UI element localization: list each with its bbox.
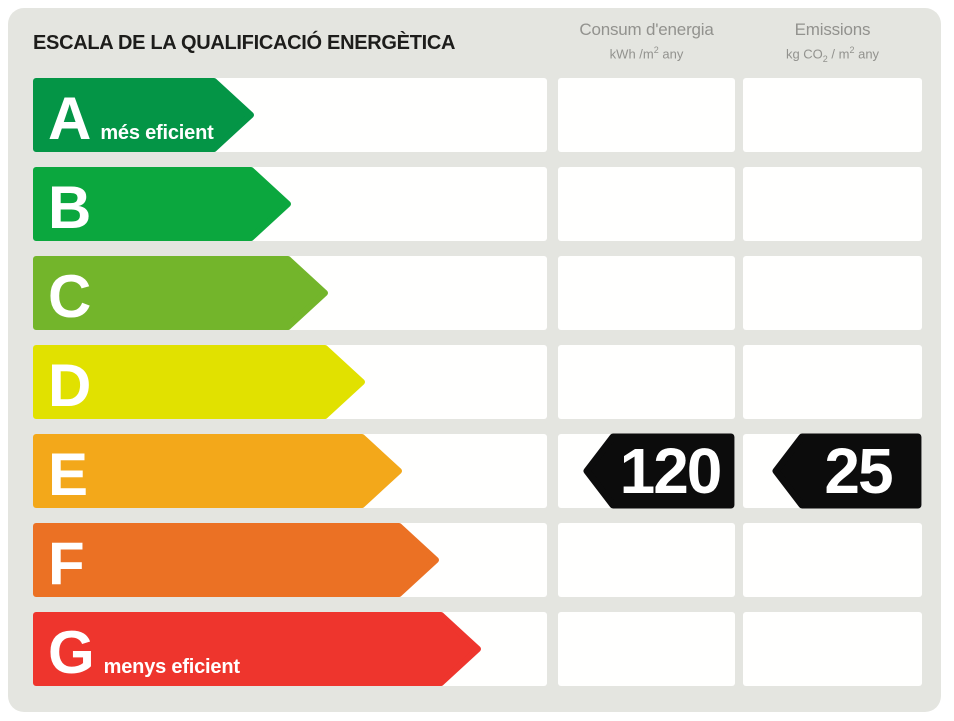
emissions-value-arrow: 25 (772, 433, 922, 509)
scale-band: B (33, 167, 547, 241)
rating-row: C (33, 256, 922, 330)
scale-band: E (33, 434, 547, 508)
consum-unit-sup: 2 (653, 45, 659, 55)
rating-row: E 120 25 (33, 433, 922, 509)
emissions-cell (743, 612, 922, 686)
consum-column-header: Consum d'energia kWh /m2 any (558, 20, 735, 61)
rating-arrow-shape (33, 434, 402, 508)
rating-arrow: F (33, 523, 440, 597)
rating-letter: E (48, 441, 89, 508)
emissions-cell: 25 (743, 433, 922, 509)
rating-letter: D (48, 352, 92, 419)
rating-arrow-shape (33, 256, 328, 330)
rating-arrow-shape (33, 345, 365, 419)
rating-letter: C (48, 263, 92, 330)
rating-arrow-text: B (33, 167, 292, 241)
rating-row: F (33, 523, 922, 597)
emissions-unit-mid: / m (827, 46, 850, 62)
consum-value-arrow-value: 120 (619, 435, 723, 507)
consum-unit-suffix: any (658, 46, 684, 62)
rating-arrow-text: C (33, 256, 329, 330)
emissions-value-arrow-shape (772, 433, 922, 509)
rating-row: D (33, 345, 922, 419)
rating-row: B (33, 167, 922, 241)
consum-cell (558, 612, 735, 686)
rating-note: més eficient (100, 122, 214, 144)
rating-arrow-text: D (33, 345, 366, 419)
emissions-column-unit: kg CO2 / m2 any (743, 45, 922, 64)
rating-arrow-text: F (33, 523, 440, 597)
consum-column-unit: kWh /m2 any (558, 45, 735, 61)
rating-arrow: E (33, 434, 403, 508)
emissions-column-label: Emissions (794, 20, 871, 39)
consum-value-arrow: 120 (583, 433, 735, 509)
rating-letter: F (48, 530, 85, 597)
rating-arrow: G menys eficient (33, 612, 482, 686)
consum-cell (558, 256, 735, 330)
page-title: ESCALA DE LA QUALIFICACIÓ ENERGÈTICA (33, 32, 456, 54)
emissions-cell (743, 345, 922, 419)
energy-label-panel: ESCALA DE LA QUALIFICACIÓ ENERGÈTICA Con… (8, 8, 941, 712)
consum-cell (558, 345, 735, 419)
rating-letter: B (48, 174, 92, 241)
emissions-cell (743, 167, 922, 241)
rating-letter: A (48, 85, 92, 152)
rating-arrow: D (33, 345, 366, 419)
rating-row: A més eficient (33, 78, 922, 152)
consum-cell (558, 78, 735, 152)
rating-arrow-shape (33, 78, 254, 152)
consum-cell: 120 (558, 433, 735, 509)
rating-arrow: C (33, 256, 329, 330)
rating-rows: A més eficient B C (33, 78, 922, 701)
scale-band: A més eficient (33, 78, 547, 152)
emissions-unit-sub: 2 (822, 53, 828, 64)
scale-band: D (33, 345, 547, 419)
rating-arrow-text: E (33, 434, 403, 508)
emissions-unit-text: kg CO (785, 46, 823, 62)
emissions-value-arrow-value: 25 (824, 435, 893, 507)
emissions-cell (743, 78, 922, 152)
emissions-column-header: Emissions kg CO2 / m2 any (743, 20, 922, 64)
consum-cell (558, 523, 735, 597)
rating-arrow-shape (33, 523, 439, 597)
consum-value-arrow-shape (583, 433, 735, 509)
rating-row: G menys eficient (33, 612, 922, 686)
emissions-unit-sup: 2 (849, 45, 855, 55)
consum-column-label: Consum d'energia (579, 20, 714, 39)
rating-arrow-text: A més eficient (33, 78, 255, 152)
rating-note: menys eficient (103, 656, 240, 678)
consum-unit-text: kWh /m (609, 46, 654, 62)
rating-arrow-shape (33, 612, 481, 686)
emissions-cell (743, 523, 922, 597)
emissions-cell (743, 256, 922, 330)
scale-band: C (33, 256, 547, 330)
rating-arrow: A més eficient (33, 78, 255, 152)
rating-arrow-shape (33, 167, 291, 241)
rating-arrow-text: G menys eficient (33, 612, 482, 686)
consum-cell (558, 167, 735, 241)
scale-band: G menys eficient (33, 612, 547, 686)
rating-letter: G (48, 619, 95, 686)
rating-arrow: B (33, 167, 292, 241)
scale-band: F (33, 523, 547, 597)
emissions-unit-suffix: any (854, 46, 880, 62)
